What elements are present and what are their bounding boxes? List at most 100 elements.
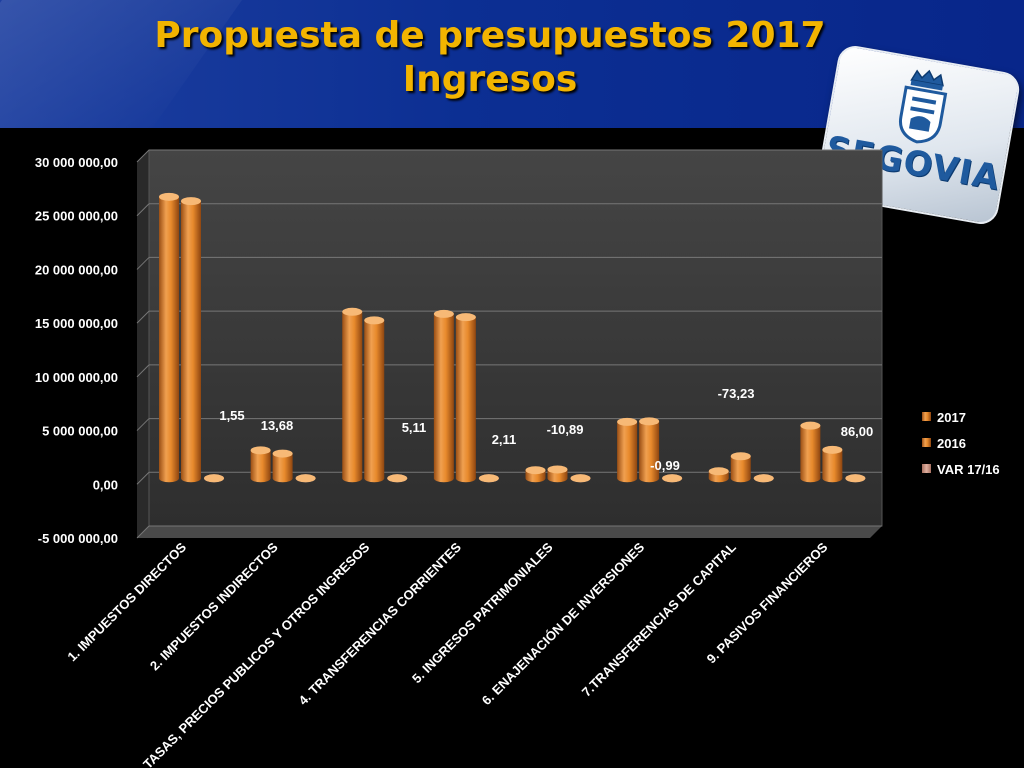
bar-var — [845, 474, 866, 483]
bar-base — [822, 474, 843, 483]
side-wall — [137, 150, 149, 538]
bar-body — [433, 313, 454, 479]
bar-2017 — [708, 467, 729, 483]
bar-top — [387, 474, 408, 483]
var-data-label: 86,00 — [841, 424, 874, 439]
bar-base — [433, 474, 454, 483]
slide-title: Propuesta de presupuestos 2017 Ingresos — [0, 14, 980, 102]
bar-top — [364, 316, 385, 325]
legend-swatch — [922, 464, 931, 473]
gridline-depth — [136, 525, 150, 539]
bar-body — [730, 456, 751, 479]
cat-enajenacion-label: 6. ENAJENACIÓN DE INVERSIONES — [479, 539, 648, 708]
bar-body — [272, 453, 293, 479]
bar-top — [639, 417, 660, 426]
bar-base — [159, 474, 179, 483]
legend-swatch — [922, 438, 931, 447]
bar-2016 — [547, 465, 568, 483]
bar-2016 — [822, 445, 843, 483]
gridline-depth — [136, 471, 150, 485]
bar-top — [662, 474, 683, 483]
bar-2017 — [250, 446, 271, 483]
bar-top — [250, 446, 271, 455]
bar-var — [295, 474, 316, 483]
bar-body — [455, 317, 476, 479]
bar-body — [800, 425, 821, 479]
bar-top — [525, 466, 546, 475]
var-data-label: -73,23 — [718, 386, 755, 401]
bar-body — [342, 311, 363, 479]
bar-body — [525, 470, 546, 479]
bar-2016 — [730, 452, 751, 483]
gridline-depth — [136, 257, 150, 270]
y-tick-label: 5 000 000,00 — [42, 424, 118, 439]
bar-2017 — [159, 192, 179, 483]
bar-base — [455, 474, 476, 483]
gridline-depth — [136, 203, 150, 217]
bar-base — [800, 474, 821, 483]
legend-label: 2016 — [937, 436, 966, 451]
gridline-depth — [136, 149, 150, 163]
cat-transferencias-capital-label: 7.TRANSFERENCIAS DE CAPITAL — [579, 539, 739, 699]
bar-base — [617, 474, 638, 483]
var-data-label: 1,55 — [219, 408, 244, 423]
bar-2016 — [639, 417, 660, 483]
bars — [159, 192, 866, 483]
bar-top — [822, 445, 843, 454]
bar-top — [617, 417, 638, 426]
bar-2016 — [455, 313, 476, 483]
bar-2017 — [800, 421, 821, 483]
bar-top — [295, 474, 316, 483]
y-tick-label: 25 000 000,00 — [35, 209, 118, 224]
revenue-chart: 30 000 000,00 25 000 000,00 20 000 000,00 1… — [35, 149, 1000, 768]
bar-base — [342, 474, 363, 483]
bar-2017 — [617, 417, 638, 483]
bar-base — [525, 474, 546, 483]
var-data-label: 5,11 — [402, 420, 427, 435]
gridline-depth — [136, 418, 150, 431]
bar-2017 — [433, 309, 454, 483]
bar-top — [181, 197, 201, 206]
bar-base — [730, 474, 751, 483]
bar-top — [159, 192, 179, 201]
bar-top — [800, 421, 821, 430]
y-tick-label: -5 000 000,00 — [38, 531, 118, 546]
bar-2017 — [342, 307, 363, 483]
bar-var — [478, 474, 499, 483]
bar-body — [639, 421, 660, 479]
cat-transferencias-corrientes-label: 4. TRANSFERENCIAS CORRIENTES — [296, 539, 465, 708]
bar-var — [387, 474, 408, 483]
bar-body — [822, 449, 843, 479]
y-tick-label: 10 000 000,00 — [35, 370, 118, 385]
title-line-1: Propuesta de presupuestos 2017 — [154, 15, 826, 56]
y-axis: 30 000 000,00 25 000 000,00 20 000 000,00 1… — [35, 155, 118, 546]
bar-var — [204, 474, 224, 483]
var-data-label: 13,68 — [261, 418, 294, 433]
var-data-label: -0,99 — [650, 458, 680, 473]
bar-body — [159, 196, 179, 479]
bar-base — [708, 474, 729, 483]
bar-var — [570, 474, 591, 483]
y-tick-label: 0,00 — [93, 477, 118, 492]
bar-base — [547, 474, 568, 483]
bar-top — [455, 313, 476, 322]
floor — [137, 526, 882, 538]
var-data-label: 2,11 — [492, 432, 517, 447]
legend-label: 2017 — [937, 410, 966, 425]
data-labels: 1,55 13,68 5,11 2,11 -10,89 -0,99 -73,23 86,00 — [219, 386, 873, 473]
y-tick-label: 15 000 000,00 — [35, 316, 118, 331]
y-tick-label: 30 000 000,00 — [35, 155, 118, 170]
bar-body — [364, 320, 385, 479]
bar-2017 — [525, 466, 546, 483]
gridline-depth — [136, 364, 150, 378]
bar-2016 — [272, 449, 293, 483]
bar-base — [250, 474, 271, 483]
bar-body — [547, 469, 568, 479]
bar-body — [617, 421, 638, 479]
back-wall — [148, 149, 883, 527]
var-data-label: -10,89 — [547, 422, 584, 437]
bar-2016 — [181, 197, 201, 483]
bar-var — [753, 474, 774, 483]
title-line-2: Ingresos — [402, 59, 578, 100]
